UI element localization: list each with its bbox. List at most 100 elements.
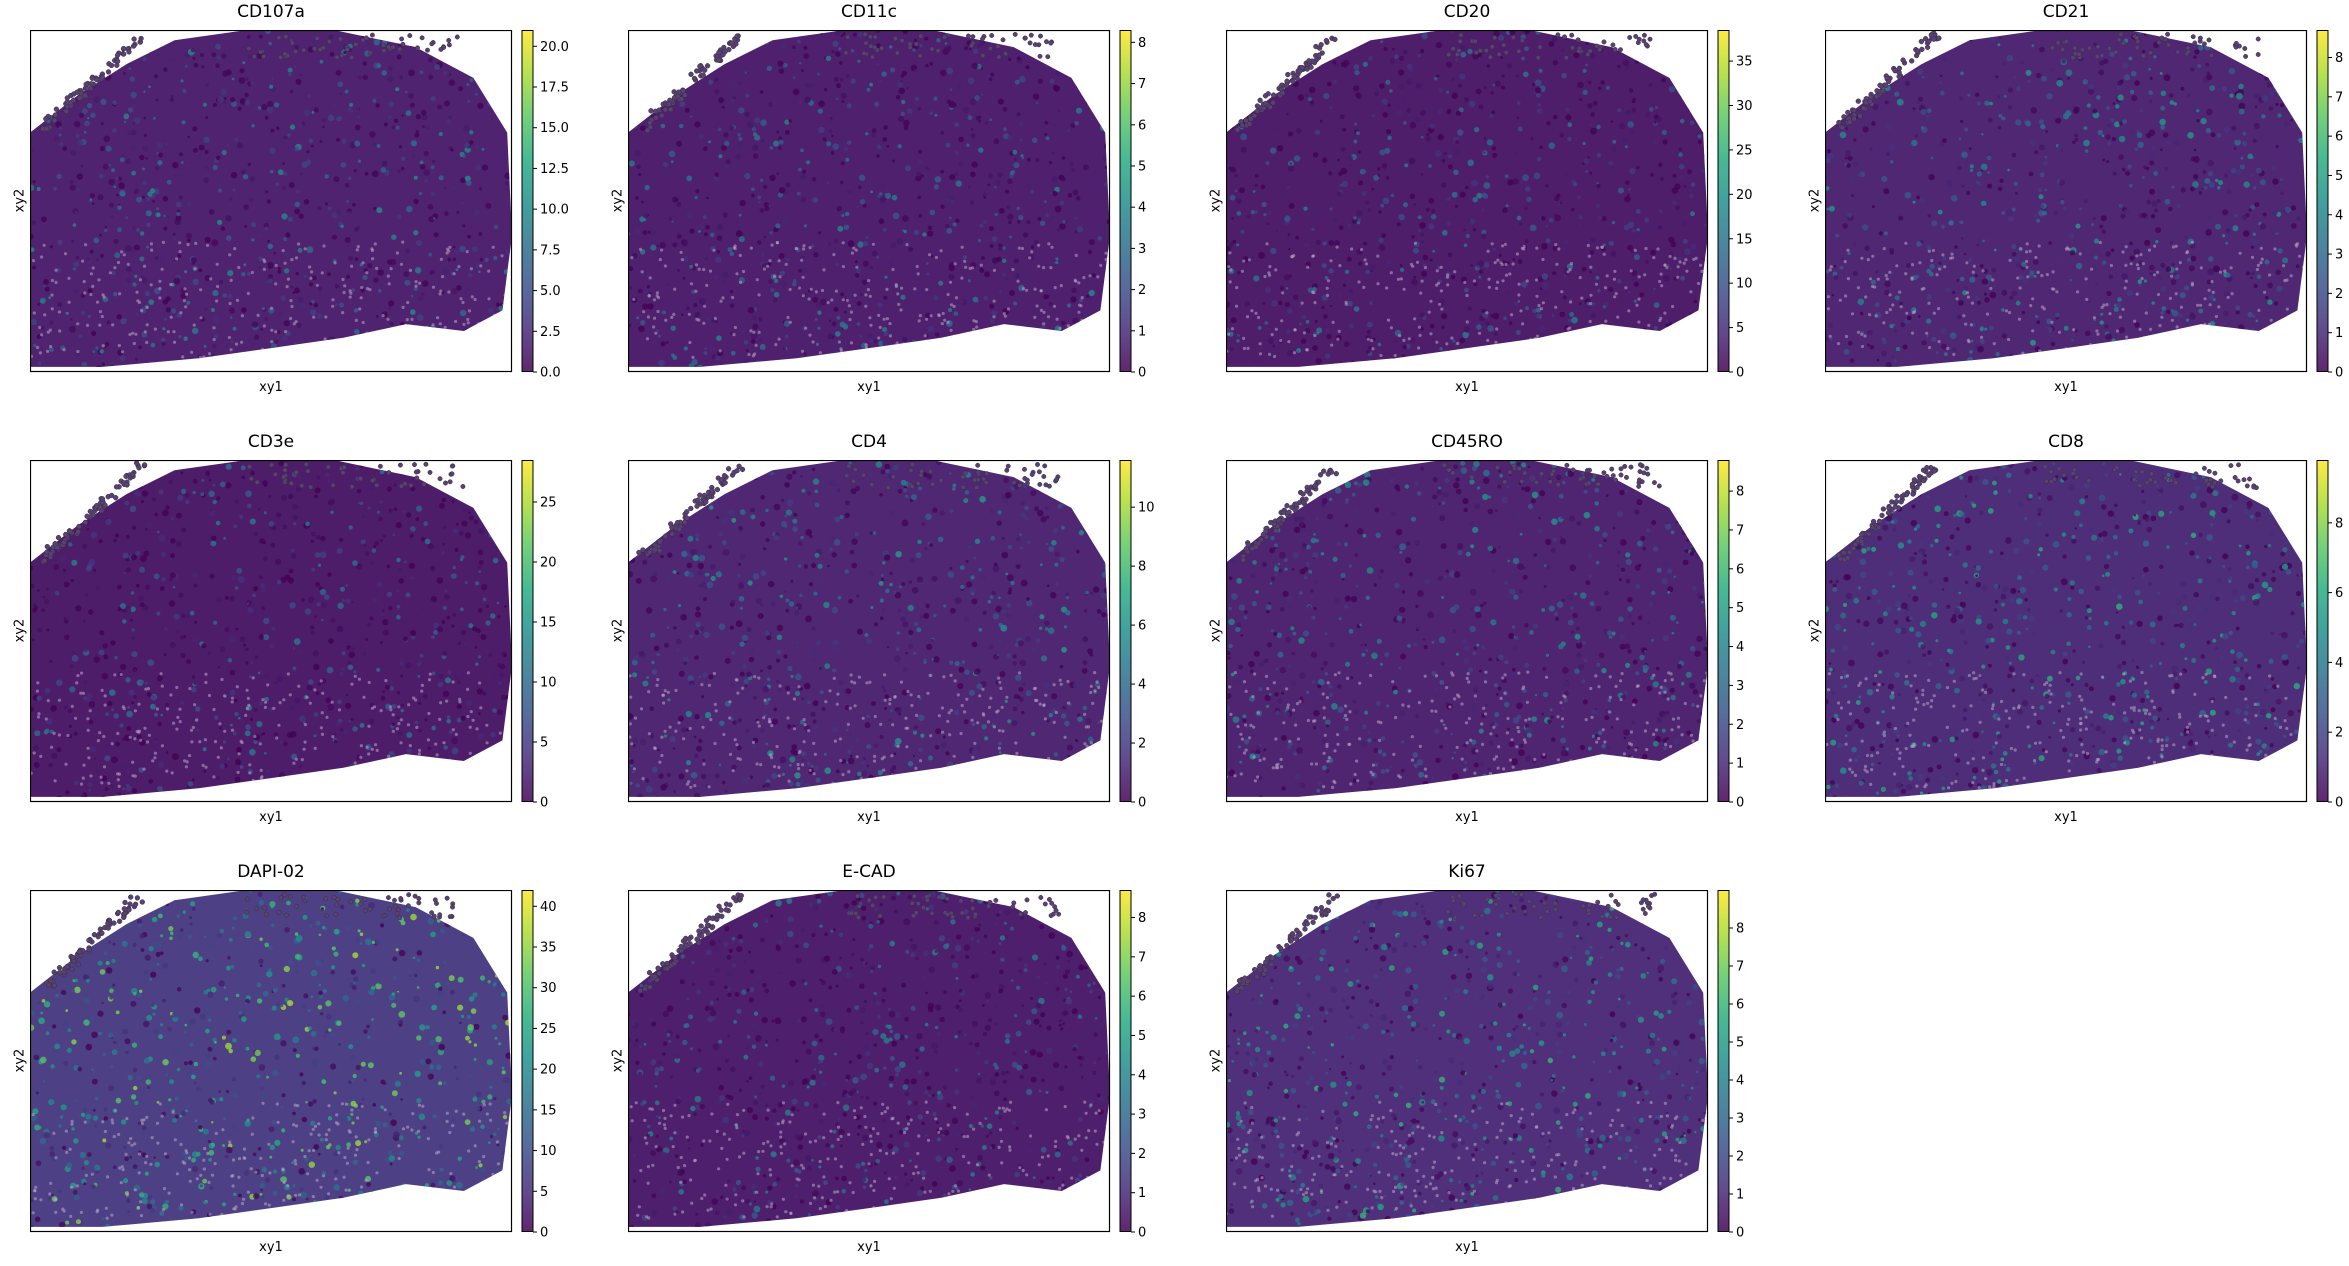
tissue-region xyxy=(628,30,1110,367)
outlier-cells xyxy=(644,31,1055,134)
panel-title: Ki67 xyxy=(1448,862,1486,882)
colorbar-tick-label: 4 xyxy=(2335,656,2343,671)
colorbar xyxy=(1717,890,1730,1232)
heatmap-plot: 0 1 2 3 4 5 6 7 8 xyxy=(628,30,1146,381)
outlier-cells xyxy=(40,32,460,132)
colorbar-tick-label: 25 xyxy=(540,496,557,511)
colorbar-tick-label: 6 xyxy=(1736,998,1744,1013)
colorbar-tick-label: 8 xyxy=(1736,485,1744,500)
y-axis-label: xy2 xyxy=(12,618,28,643)
y-axis-label: xy2 xyxy=(610,1048,626,1073)
panel-title: DAPI-02 xyxy=(237,862,305,882)
tissue-region xyxy=(628,890,1110,1227)
expression-texture xyxy=(30,460,512,797)
colorbar-tick-label: 10 xyxy=(540,676,557,691)
heatmap-plot: 0 1 2 3 4 5 6 7 8 xyxy=(628,890,1146,1241)
tissue-region xyxy=(30,890,512,1227)
heatmap-plot: 0 1 2 3 4 5 6 7 8 xyxy=(1226,890,1744,1241)
colorbar-tick-label: 15 xyxy=(540,1103,557,1118)
colorbar-tick-label: 0 xyxy=(1736,366,1744,381)
tissue-region xyxy=(1226,890,1708,1227)
x-axis-label: xy1 xyxy=(857,810,881,825)
colorbar-tick-label: 4 xyxy=(1736,1074,1744,1089)
colorbar-tick-label: 25 xyxy=(540,1022,557,1037)
panel-title: CD11c xyxy=(841,2,897,22)
colorbar xyxy=(521,890,534,1232)
outlier-cells xyxy=(40,460,466,565)
axes-frame xyxy=(1825,30,2308,373)
colorbar-tick-label: 30 xyxy=(1736,99,1753,114)
colorbar-tick-label: 5 xyxy=(540,1185,548,1200)
axes-frame xyxy=(628,30,1111,373)
colorbar-tick-label: 2 xyxy=(1736,718,1744,733)
tissue-region xyxy=(628,460,1110,797)
colorbar-tick-label: 0 xyxy=(1736,1226,1744,1241)
colorbar-tick-label: 0.0 xyxy=(540,366,561,381)
colorbar-tick-label: 6 xyxy=(1138,990,1146,1005)
colorbar-tick-label: 2 xyxy=(2335,287,2343,302)
panel-cd11c: CD11c 0 1 2 3 4 5 6 7 8 xy1 xy2 xyxy=(611,0,1188,400)
y-axis-label: xy2 xyxy=(1208,618,1224,643)
colorbar-tick-label: 7 xyxy=(1138,77,1146,92)
x-axis-label: xy1 xyxy=(2054,810,2078,825)
colorbar-tick-label: 8 xyxy=(2335,516,2343,531)
colorbar-tick-label: 7 xyxy=(2335,90,2343,105)
x-axis-label: xy1 xyxy=(259,810,283,825)
colorbar-tick-label: 20 xyxy=(540,556,557,571)
colorbar-tick-label: 5 xyxy=(1736,321,1744,336)
colorbar-tick-label: 8 xyxy=(2335,51,2343,66)
axes-frame xyxy=(1825,460,2308,803)
panel-title: CD4 xyxy=(851,432,887,452)
colorbar-tick-label: 5 xyxy=(1736,601,1744,616)
axes-frame xyxy=(30,30,513,373)
colorbar-tick-label: 15 xyxy=(1736,232,1753,247)
axes-frame xyxy=(1226,890,1709,1233)
y-axis-label: xy2 xyxy=(1807,188,1823,213)
colorbar-tick-label: 0 xyxy=(1138,366,1146,381)
colorbar-tick-label: 17.5 xyxy=(540,81,569,96)
colorbar-tick-label: 2 xyxy=(1138,1147,1146,1162)
colorbar-tick-label: 20 xyxy=(540,1063,557,1078)
outlier-cells xyxy=(637,892,1062,994)
colorbar-tick-label: 35 xyxy=(540,941,557,956)
colorbar-tick-label: 40 xyxy=(540,900,557,915)
colorbar-tick-label: 1 xyxy=(1138,324,1146,339)
y-axis-label: xy2 xyxy=(1807,618,1823,643)
colorbar-tick-label: 5.0 xyxy=(540,284,561,299)
heatmap-plot: 0 5 10 15 20 25 30 35 40 xyxy=(30,890,557,1241)
axes-frame xyxy=(30,890,513,1233)
colorbar-tick-label: 1 xyxy=(1736,757,1744,772)
outlier-cells xyxy=(44,892,456,989)
panel-cd3e: CD3e 0 5 10 15 20 25 xy1 xy2 xyxy=(13,430,590,830)
colorbar-tick-label: 15.0 xyxy=(540,121,569,136)
colorbar-tick-label: 2.5 xyxy=(540,325,561,340)
colorbar-tick-label: 20 xyxy=(1736,188,1753,203)
y-axis-label: xy2 xyxy=(12,188,28,213)
expression-texture xyxy=(628,890,1110,1227)
colorbar-tick-label: 2 xyxy=(1138,283,1146,298)
colorbar xyxy=(1119,890,1132,1232)
y-axis-label: xy2 xyxy=(1208,188,1224,213)
heatmap-plot: 0 1 2 3 4 5 6 7 8 xyxy=(1226,460,1744,811)
colorbar-tick-label: 6 xyxy=(2335,130,2343,145)
colorbar-tick-label: 6 xyxy=(1736,562,1744,577)
colorbar-tick-label: 2 xyxy=(2335,726,2343,741)
expression-texture xyxy=(30,30,512,367)
panel-cd20: CD20 0 5 10 15 20 25 30 35 xy1 xy2 xyxy=(1209,0,1786,400)
panel-title: CD3e xyxy=(247,432,295,452)
outlier-cells xyxy=(1836,30,2261,131)
colorbar-tick-label: 3 xyxy=(1138,1108,1146,1123)
colorbar-tick-label: 3 xyxy=(1138,242,1146,257)
colorbar-tick-label: 0 xyxy=(1736,796,1744,811)
colorbar-tick-label: 5 xyxy=(2335,169,2343,184)
colorbar-tick-label: 4 xyxy=(1138,201,1146,216)
panel-cd45ro: CD45RO 0 1 2 3 4 5 6 7 8 xy1 xy2 xyxy=(1209,430,1786,830)
heatmap-plot: 0 2 4 6 8 10 xyxy=(628,460,1155,811)
colorbar-tick-label: 8 xyxy=(1138,911,1146,926)
colorbar-tick-label: 30 xyxy=(540,981,557,996)
outlier-cells xyxy=(1836,462,2259,563)
y-axis-label: xy2 xyxy=(610,618,626,643)
colorbar-tick-label: 4 xyxy=(2335,208,2343,223)
x-axis-label: xy1 xyxy=(2054,380,2078,395)
colorbar-tick-label: 3 xyxy=(2335,248,2343,263)
